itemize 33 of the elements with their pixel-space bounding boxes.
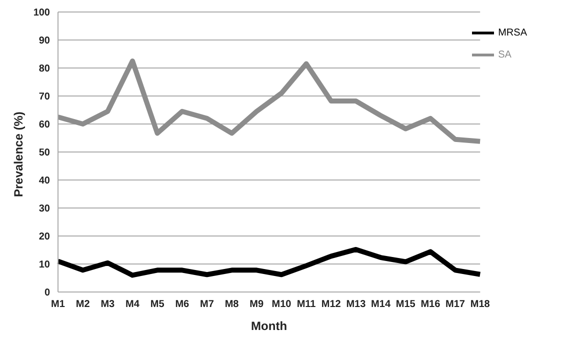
x-tick-label: M8: [224, 299, 240, 310]
x-tick-label: M3: [100, 299, 116, 310]
x-tick-label: M11: [296, 299, 316, 310]
x-tick-label: M14: [371, 299, 391, 310]
x-tick-label: M15: [396, 299, 416, 310]
x-tick-label: M6: [175, 299, 190, 310]
y-tick-label: 30: [38, 204, 50, 215]
y-axis-title: Prevalence (%): [11, 112, 26, 197]
x-tick-label: M1: [51, 299, 66, 310]
y-tick-label: 0: [44, 288, 50, 299]
legend-label: MRSA: [498, 28, 527, 39]
x-tick-label: M7: [200, 299, 214, 310]
legend-label: SA: [498, 50, 512, 61]
x-tick-label: M13: [346, 299, 366, 310]
y-tick-label: 20: [38, 232, 50, 243]
x-tick-label: M16: [420, 299, 441, 310]
x-tick-label: M12: [321, 299, 342, 310]
x-tick-label: M17: [446, 299, 466, 310]
x-tick-label: M5: [150, 299, 165, 310]
y-tick-label: 50: [38, 148, 50, 159]
y-tick-label: 40: [38, 176, 50, 187]
y-tick-label: 80: [38, 64, 50, 75]
y-tick-label: 100: [33, 8, 50, 19]
x-tick-label: M9: [250, 299, 264, 310]
x-axis-title: Month: [251, 319, 288, 333]
y-tick-label: 70: [38, 92, 50, 103]
y-tick-label: 60: [38, 120, 50, 131]
x-tick-label: M18: [470, 299, 490, 310]
x-tick-label: M4: [126, 299, 140, 310]
y-tick-label: 10: [38, 260, 50, 271]
x-tick-label: M2: [76, 299, 90, 310]
x-tick-label: M10: [272, 299, 292, 310]
y-tick-label: 90: [38, 36, 50, 47]
